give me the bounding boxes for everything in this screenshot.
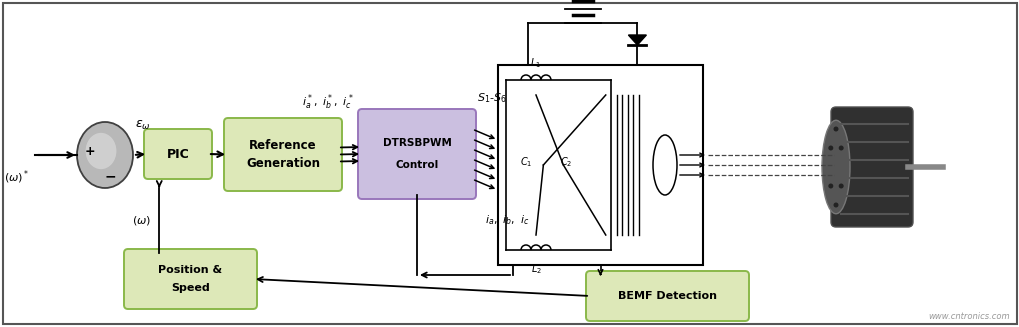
Text: $\mathit{i}_a,\ \mathit{i}_b,\ \mathit{i}_c$: $\mathit{i}_a,\ \mathit{i}_b,\ \mathit{i… xyxy=(484,213,529,227)
Ellipse shape xyxy=(86,133,116,169)
Text: Position &: Position & xyxy=(158,265,222,275)
Text: $\varepsilon_\omega$: $\varepsilon_\omega$ xyxy=(135,119,151,132)
FancyBboxPatch shape xyxy=(144,129,212,179)
Text: $L_2$: $L_2$ xyxy=(530,262,541,276)
Polygon shape xyxy=(628,35,646,45)
FancyBboxPatch shape xyxy=(586,271,748,321)
Circle shape xyxy=(827,183,833,188)
FancyBboxPatch shape xyxy=(124,249,257,309)
Text: DTRSBPWM: DTRSBPWM xyxy=(382,138,451,148)
Ellipse shape xyxy=(76,122,132,188)
Text: $(\omega)$: $(\omega)$ xyxy=(131,214,151,227)
Text: www.cntronics.com: www.cntronics.com xyxy=(927,312,1009,321)
Text: $\mathit{i}_a^*,\ \mathit{i}_b^*,\ \mathit{i}_c^*$: $\mathit{i}_a^*,\ \mathit{i}_b^*,\ \math… xyxy=(302,93,354,112)
Text: $(\omega)^*$: $(\omega)^*$ xyxy=(4,168,30,186)
Circle shape xyxy=(827,146,833,150)
Text: $L_1$: $L_1$ xyxy=(530,56,541,70)
Text: $C_1$: $C_1$ xyxy=(520,155,532,169)
Ellipse shape xyxy=(821,120,849,214)
Bar xyxy=(497,65,702,265)
Circle shape xyxy=(838,183,843,188)
FancyBboxPatch shape xyxy=(358,109,476,199)
Text: $C_2$: $C_2$ xyxy=(559,155,572,169)
Text: BEMF Detection: BEMF Detection xyxy=(618,291,716,301)
Text: +: + xyxy=(85,145,95,158)
Circle shape xyxy=(833,202,838,208)
Text: Reference: Reference xyxy=(249,139,317,152)
Text: Generation: Generation xyxy=(246,157,320,170)
Text: Speed: Speed xyxy=(171,283,210,293)
Circle shape xyxy=(833,127,838,131)
Text: PIC: PIC xyxy=(166,147,190,161)
Ellipse shape xyxy=(652,135,677,195)
Circle shape xyxy=(838,146,843,150)
FancyBboxPatch shape xyxy=(224,118,341,191)
Text: $S_1$-$S_6$: $S_1$-$S_6$ xyxy=(477,91,506,105)
Text: Control: Control xyxy=(395,160,438,170)
FancyBboxPatch shape xyxy=(830,107,912,227)
Text: −: − xyxy=(105,169,116,183)
